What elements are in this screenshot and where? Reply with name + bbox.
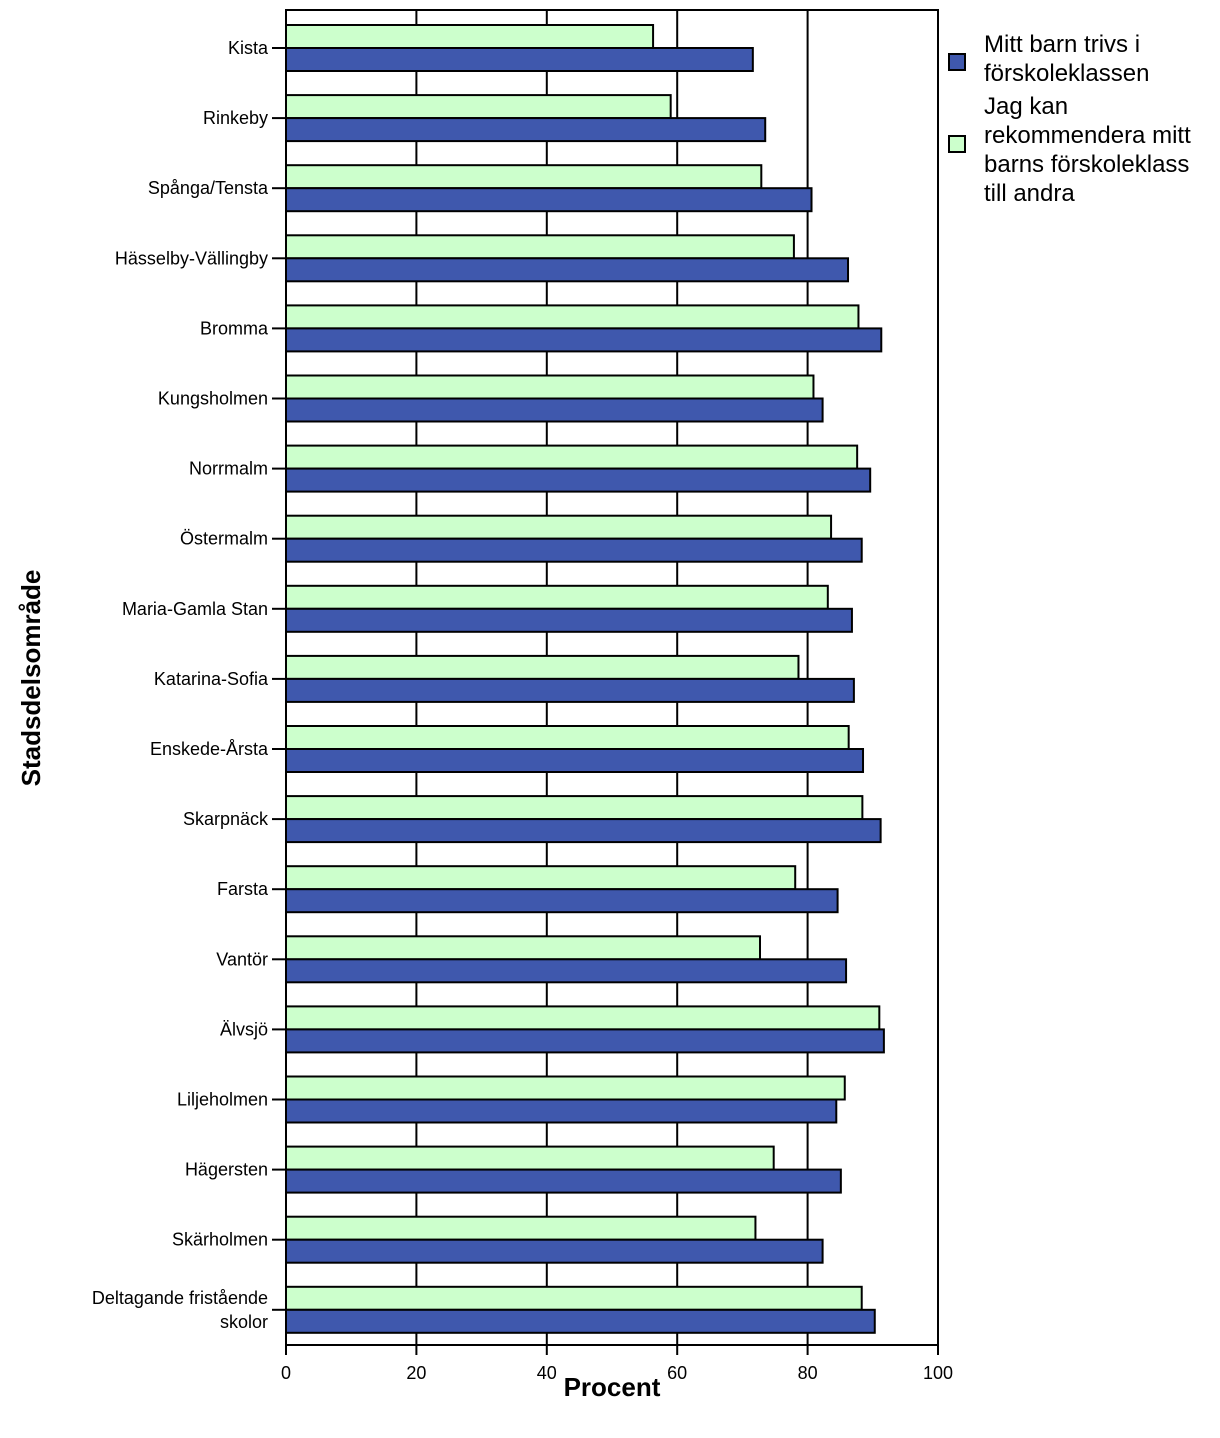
bar-rekommendera xyxy=(285,935,762,961)
legend-item-rekommendera: Jag kan rekommendera mitt barns förskole… xyxy=(946,92,1216,208)
y-tick-label: Bromma xyxy=(200,318,269,338)
bar-rekommendera xyxy=(285,795,864,821)
bar-trivs xyxy=(285,748,865,773)
y-tick-label: Liljeholmen xyxy=(177,1090,268,1110)
legend-label-line: barns förskoleklass xyxy=(984,151,1190,178)
y-tick-label: Farsta xyxy=(217,879,269,899)
bar-trivs xyxy=(285,327,883,353)
x-axis-title: Procent xyxy=(564,1372,661,1402)
bar-trivs xyxy=(285,537,863,563)
bar-rekommendera xyxy=(285,1005,881,1031)
y-tick-label: Rinkeby xyxy=(203,108,268,128)
y-tick-label: Enskede-Årsta xyxy=(150,739,269,759)
bar-trivs xyxy=(285,397,824,423)
bar-rekommendera xyxy=(285,514,833,540)
y-tick-label: Spånga/Tensta xyxy=(148,178,269,198)
bar-trivs xyxy=(285,1308,876,1334)
x-tick-label: 40 xyxy=(537,1363,557,1383)
legend-item-mitt-barn-trivs: Mitt barn trivs i förskoleklassen xyxy=(946,30,1216,88)
bar-trivs xyxy=(285,467,872,493)
x-tick-label: 100 xyxy=(923,1363,953,1383)
bar-trivs xyxy=(285,187,813,213)
bar-rekommendera xyxy=(285,1075,846,1101)
legend: Mitt barn trivs i förskoleklassen Jag ka… xyxy=(946,30,1216,212)
tick-labels: 0 20 40 60 80 100 Kista Rinkeby Spånga/Tensta Häs… xyxy=(92,38,953,1383)
bar-rekommendera xyxy=(285,304,860,330)
bar-trivs xyxy=(285,818,882,844)
y-tick-label: Norrmalm xyxy=(189,459,268,479)
bar-rekommendera xyxy=(285,374,815,400)
y-tick-label: Skarpnäck xyxy=(183,809,269,829)
bars xyxy=(285,24,885,1334)
bar-trivs xyxy=(285,1238,824,1264)
y-tick-label: Deltagande fristående xyxy=(92,1288,268,1308)
legend-label-line: till andra xyxy=(984,180,1075,207)
axes xyxy=(272,9,939,1355)
bar-rekommendera xyxy=(285,444,859,470)
plot-frame xyxy=(285,9,939,1346)
bar-trivs xyxy=(285,257,850,283)
bar-rekommendera xyxy=(285,654,800,680)
y-axis-title: Stadsdelsområde xyxy=(16,570,46,787)
y-tick-label: Kungsholmen xyxy=(158,389,268,409)
legend-label-line: rekommendera mitt xyxy=(984,122,1191,149)
bar-rekommendera xyxy=(285,234,795,260)
y-tick-label: Vantör xyxy=(216,949,268,969)
bar-rekommendera xyxy=(285,1285,863,1311)
bar-rekommendera xyxy=(285,725,850,750)
y-tick-label: Östermalm xyxy=(180,529,268,549)
legend-swatch-blue xyxy=(948,53,966,71)
bar-trivs xyxy=(285,958,848,984)
x-tick-label: 60 xyxy=(667,1363,687,1383)
y-tick-label: Hässelby-Vällingby xyxy=(115,248,268,268)
bar-trivs xyxy=(285,1098,838,1124)
x-tick-label: 80 xyxy=(798,1363,818,1383)
bar-rekommendera xyxy=(285,164,763,190)
legend-swatch-green xyxy=(948,135,966,153)
bar-rekommendera xyxy=(285,584,829,610)
bar-rekommendera xyxy=(285,94,672,120)
bar-trivs xyxy=(285,888,839,914)
y-tick-label: Katarina-Sofia xyxy=(154,669,269,689)
bar-rekommendera xyxy=(285,1215,757,1241)
x-tick-label: 0 xyxy=(281,1363,291,1383)
y-tick-label: Hägersten xyxy=(185,1160,268,1180)
legend-label-line: Mitt barn trivs i xyxy=(984,31,1141,58)
bar-trivs xyxy=(285,1168,842,1194)
bar-trivs xyxy=(285,117,767,143)
y-tick-label: Älvsjö xyxy=(220,1019,268,1039)
bar-trivs xyxy=(285,1028,885,1054)
y-tick-label: Maria-Gamla Stan xyxy=(122,599,268,619)
bar-trivs xyxy=(285,47,754,72)
y-tick-label: skolor xyxy=(220,1312,268,1332)
bar-rekommendera xyxy=(285,24,655,49)
y-tick-label: Skärholmen xyxy=(172,1230,268,1250)
bar-rekommendera xyxy=(285,1145,775,1171)
x-tick-label: 20 xyxy=(406,1363,426,1383)
legend-label-line: förskoleklassen xyxy=(984,60,1150,87)
bar-trivs xyxy=(285,677,855,703)
bar-trivs xyxy=(285,607,853,633)
bar-rekommendera xyxy=(285,865,797,891)
y-tick-label: Kista xyxy=(228,38,269,58)
legend-label-line: Jag kan xyxy=(984,93,1069,120)
